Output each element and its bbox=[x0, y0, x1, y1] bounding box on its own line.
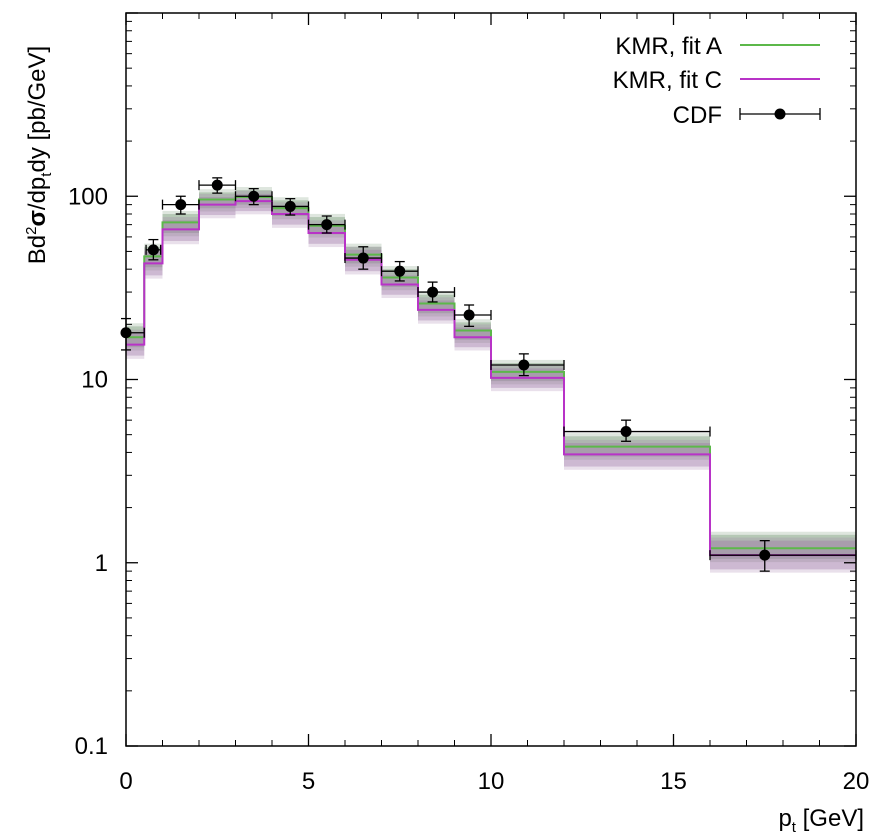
axes: 0 5 10 15 20 0.1 1 10 100 bbox=[68, 12, 870, 795]
data-point bbox=[709, 540, 857, 572]
data-point bbox=[563, 419, 711, 442]
band-inner-1-2 bbox=[162, 220, 199, 241]
data-point bbox=[234, 188, 273, 206]
x-tick-label: 0 bbox=[119, 768, 132, 795]
data-marker bbox=[620, 426, 632, 438]
data-marker bbox=[357, 252, 369, 264]
legend-item: CDF bbox=[673, 102, 821, 129]
data-marker bbox=[463, 309, 475, 321]
band-outer-1-3 bbox=[199, 193, 236, 219]
legend-marker bbox=[774, 108, 786, 120]
y-axis-title: Bd2σ/dptdy [pb/GeV] bbox=[23, 46, 55, 264]
y-tick-label: 100 bbox=[68, 183, 108, 210]
data-point bbox=[344, 246, 383, 270]
x-tick-label: 20 bbox=[843, 768, 870, 795]
y-tick-label: 0.1 bbox=[75, 733, 108, 760]
data-point bbox=[145, 238, 162, 261]
data-point bbox=[307, 215, 346, 234]
data-point bbox=[271, 198, 310, 216]
band-outer-0-2 bbox=[162, 210, 199, 237]
legend-label: KMR, fit C bbox=[613, 67, 722, 94]
cdf-data-points bbox=[120, 177, 857, 572]
x-tick-label: 5 bbox=[302, 768, 315, 795]
data-marker bbox=[518, 359, 530, 371]
legend-label: CDF bbox=[673, 102, 722, 129]
data-marker bbox=[211, 179, 223, 191]
legend: KMR, fit A KMR, fit C CDF bbox=[613, 33, 821, 129]
data-marker bbox=[284, 200, 296, 212]
data-point bbox=[417, 281, 456, 303]
data-marker bbox=[759, 549, 771, 561]
legend-label: KMR, fit A bbox=[615, 33, 722, 60]
data-marker bbox=[175, 199, 187, 211]
series-line-kmr-fit-c bbox=[126, 200, 856, 557]
band-inner-0-2 bbox=[162, 214, 199, 234]
data-marker bbox=[394, 265, 406, 277]
data-marker bbox=[321, 219, 333, 231]
data-point bbox=[161, 195, 200, 215]
band-outer-0-13 bbox=[710, 531, 856, 563]
data-point bbox=[198, 177, 237, 194]
x-tick-label: 10 bbox=[478, 768, 505, 795]
legend-item: KMR, fit C bbox=[613, 67, 820, 94]
x-axis-title: pt [GeV] bbox=[778, 805, 864, 836]
y-tick-label: 1 bbox=[95, 550, 108, 577]
legend-item: KMR, fit A bbox=[615, 33, 820, 60]
data-point bbox=[380, 260, 419, 282]
data-marker bbox=[427, 286, 439, 298]
histogram-lines bbox=[126, 196, 856, 557]
data-point bbox=[453, 304, 492, 328]
y-tick-label: 10 bbox=[81, 367, 108, 394]
band-inner-1-3 bbox=[199, 197, 236, 216]
x-tick-label: 15 bbox=[660, 768, 687, 795]
data-marker bbox=[248, 190, 260, 202]
data-marker bbox=[147, 244, 159, 256]
data-point bbox=[490, 353, 565, 377]
